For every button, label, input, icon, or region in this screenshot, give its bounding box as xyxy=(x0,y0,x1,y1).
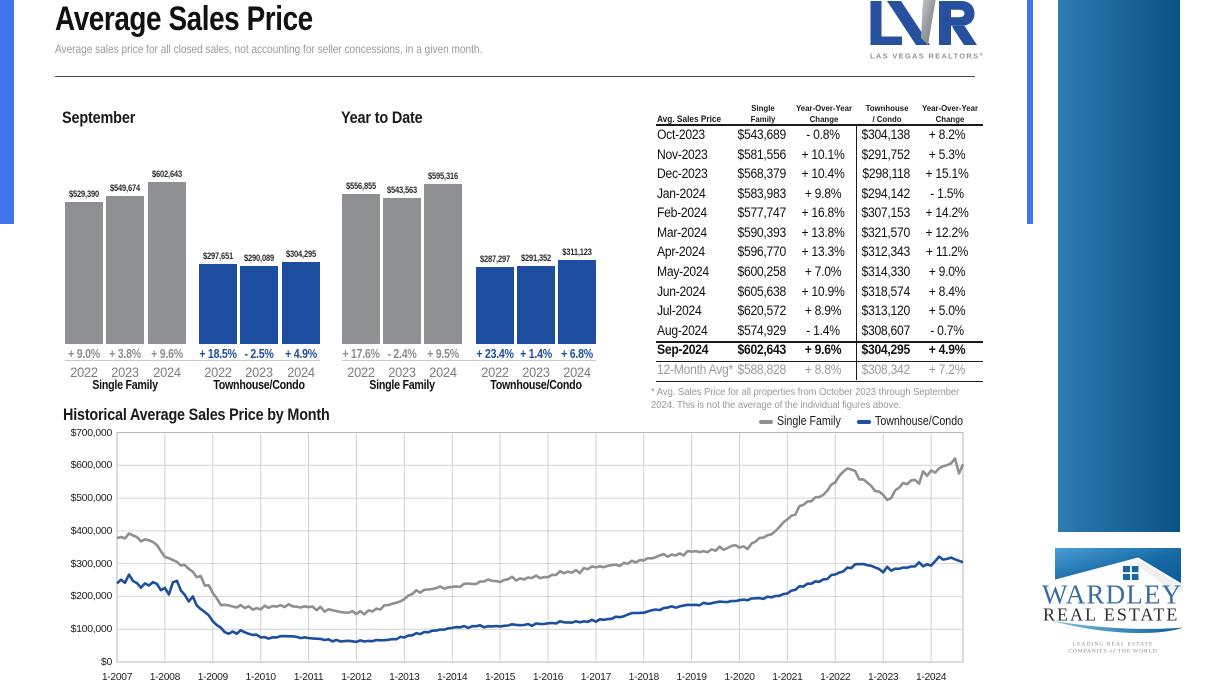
svg-text:LAS VEGAS REALTORS®: LAS VEGAS REALTORS® xyxy=(870,51,984,61)
svg-text:WARDLEY: WARDLEY xyxy=(1042,580,1182,610)
svg-text:COMPANIES of THE WORLD: COMPANIES of THE WORLD xyxy=(1068,648,1157,655)
svg-text:LEADING REAL ESTATE: LEADING REAL ESTATE xyxy=(1073,642,1154,648)
svg-text:REAL ESTATE: REAL ESTATE xyxy=(1043,605,1179,625)
